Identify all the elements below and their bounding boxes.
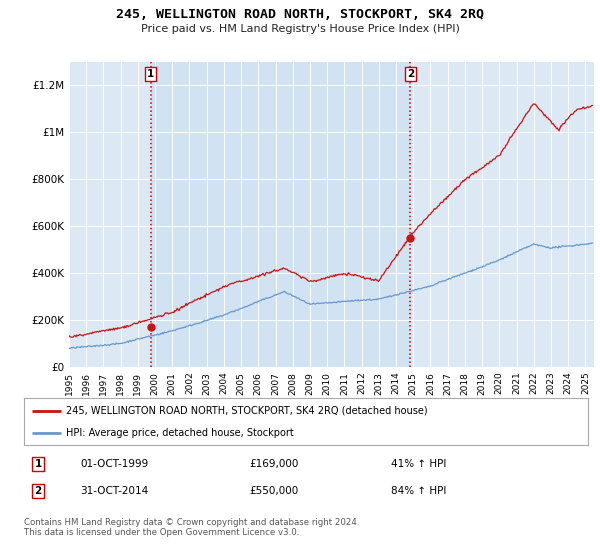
Text: 1: 1	[147, 69, 154, 79]
Text: 84% ↑ HPI: 84% ↑ HPI	[391, 486, 446, 496]
Text: £550,000: £550,000	[250, 486, 299, 496]
Text: 31-OCT-2014: 31-OCT-2014	[80, 486, 149, 496]
Bar	[151, 62, 410, 367]
Text: £169,000: £169,000	[250, 459, 299, 469]
Text: Contains HM Land Registry data © Crown copyright and database right 2024.
This d: Contains HM Land Registry data © Crown c…	[24, 518, 359, 538]
Text: 41% ↑ HPI: 41% ↑ HPI	[391, 459, 446, 469]
Text: 2: 2	[34, 486, 42, 496]
Text: 2: 2	[407, 69, 414, 79]
Text: Price paid vs. HM Land Registry's House Price Index (HPI): Price paid vs. HM Land Registry's House …	[140, 24, 460, 34]
Text: HPI: Average price, detached house, Stockport: HPI: Average price, detached house, Stoc…	[66, 428, 294, 438]
Text: 245, WELLINGTON ROAD NORTH, STOCKPORT, SK4 2RQ: 245, WELLINGTON ROAD NORTH, STOCKPORT, S…	[116, 8, 484, 21]
Text: 245, WELLINGTON ROAD NORTH, STOCKPORT, SK4 2RQ (detached house): 245, WELLINGTON ROAD NORTH, STOCKPORT, S…	[66, 406, 428, 416]
Text: 01-OCT-1999: 01-OCT-1999	[80, 459, 149, 469]
Text: 1: 1	[34, 459, 42, 469]
